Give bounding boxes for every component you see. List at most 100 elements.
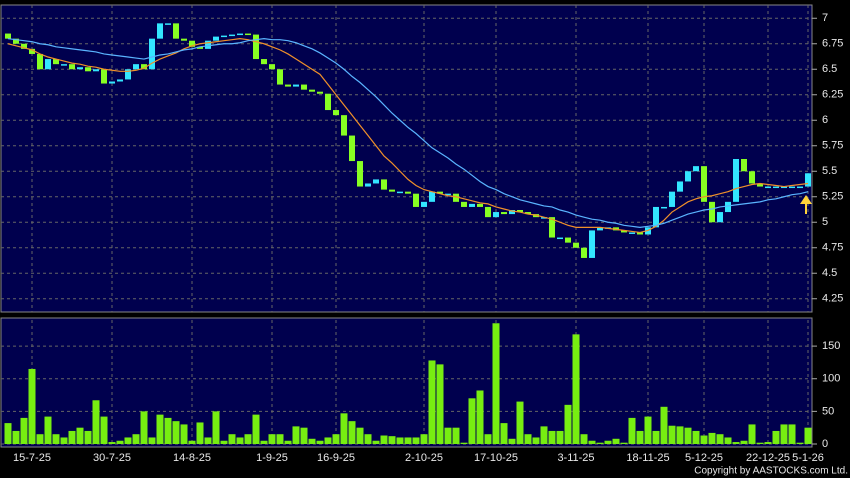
y-tick-label: 6.75 (822, 38, 843, 50)
volume-bar (588, 440, 596, 444)
volume-bar (692, 430, 700, 444)
y-tick-label: 4.5 (822, 267, 837, 279)
volume-bar (204, 437, 212, 444)
candle (357, 161, 363, 187)
volume-bar (100, 416, 108, 444)
volume-bar (516, 401, 524, 444)
candle (309, 89, 315, 92)
volume-bar (796, 442, 804, 444)
candle (589, 230, 595, 258)
candle (573, 242, 579, 248)
candle (261, 59, 267, 65)
y-tick-label: 100 (822, 373, 840, 385)
candle (661, 206, 667, 209)
volume-bar (724, 437, 732, 444)
volume-bar (364, 434, 372, 444)
candle (277, 69, 283, 85)
candle (653, 206, 659, 228)
candle (349, 135, 355, 162)
volume-bar (748, 424, 756, 444)
volume-bar (492, 323, 500, 444)
volume-bar (116, 440, 124, 444)
volume-bar (260, 440, 268, 444)
marker-arrow (800, 195, 812, 214)
candle (173, 23, 179, 39)
candle (437, 191, 443, 194)
candle (389, 189, 395, 192)
volume-bar (308, 438, 316, 444)
volume-bar (68, 430, 76, 444)
candle (621, 230, 627, 233)
volume-bar (436, 364, 444, 444)
y-tick-label: 6.5 (822, 63, 837, 75)
candle (341, 115, 347, 136)
candle (245, 33, 251, 36)
candle (213, 36, 219, 41)
candle (629, 232, 635, 234)
volume-bar (324, 437, 332, 444)
volume-bar (476, 390, 484, 444)
x-tick-label: 16-9-25 (317, 452, 355, 464)
volume-bar (660, 406, 668, 444)
candle (333, 110, 339, 116)
candle (253, 34, 259, 60)
candle (29, 48, 35, 54)
price-panel (0, 4, 813, 313)
volume-bar (620, 442, 628, 444)
volume-bar (564, 404, 572, 444)
volume-bar (460, 442, 468, 444)
volume-bar (764, 442, 772, 444)
candle (45, 59, 51, 70)
x-tick-label: 15-7-25 (13, 452, 51, 464)
volume-bar (420, 434, 428, 444)
candle (413, 193, 419, 207)
volume-panel (0, 317, 813, 448)
volume-bar (484, 434, 492, 444)
volume-bar (52, 434, 60, 444)
volume-bar (740, 440, 748, 444)
volume-bar (756, 442, 764, 444)
x-tick-label: 5-1-26 (792, 452, 824, 464)
candle (85, 67, 91, 72)
candle (13, 38, 19, 44)
volume-bar (28, 368, 36, 444)
volume-bar (700, 435, 708, 444)
y-tick-label: 4.25 (822, 293, 843, 305)
candle (365, 183, 371, 187)
candle (765, 186, 771, 189)
candle (117, 79, 123, 82)
volume-bar (4, 423, 12, 444)
volume-bar (212, 411, 220, 444)
x-tick-label: 30-7-25 (93, 452, 131, 464)
volume-bar (220, 440, 228, 444)
volume-bar (300, 427, 308, 444)
x-tick-label: 2-10-25 (405, 452, 443, 464)
volume-bar (444, 427, 452, 444)
volume-bar (668, 425, 676, 444)
volume-bar (628, 417, 636, 444)
copyright: Copyright by AASTOCKS.com Ltd. (694, 466, 848, 477)
y-tick-label: 5.25 (822, 191, 843, 203)
x-tick-label: 5-12-25 (685, 452, 723, 464)
candle (597, 227, 603, 231)
volume-bar (508, 438, 516, 444)
volume-bar (540, 426, 548, 444)
volume-bar (188, 440, 196, 444)
x-tick-label: 18-11-25 (626, 452, 669, 464)
volume-bar (92, 400, 100, 444)
volume-bar (716, 434, 724, 444)
candle (445, 193, 451, 196)
candle (189, 40, 195, 47)
candle (733, 159, 739, 202)
moving-average-line (7, 38, 809, 234)
volume-bar (284, 440, 292, 444)
candle (61, 64, 67, 66)
plot-layer: 15-7-25 30-7-25 14-8-25 1-9-25 16-9-25 2-10-2… (1, 5, 843, 464)
volume-bar (228, 434, 236, 444)
candle (109, 81, 115, 84)
volume-bar (44, 416, 52, 444)
volume-bar (316, 440, 324, 444)
y-tick-label: 7 (822, 12, 828, 24)
candle (397, 191, 403, 194)
